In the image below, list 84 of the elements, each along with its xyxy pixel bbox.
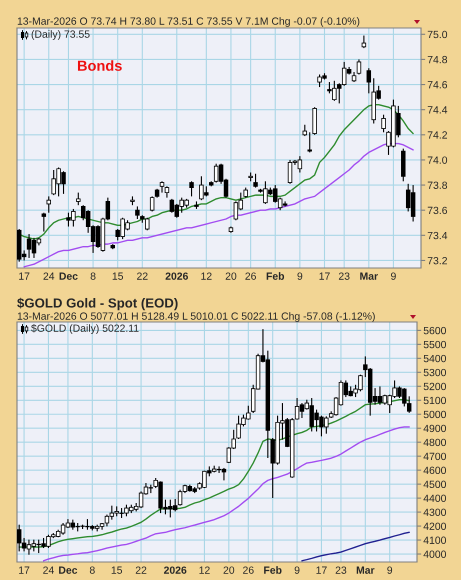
y-tick-label: 4200 [423,522,446,530]
x-tick-label: Dec [60,272,78,280]
y-tick-label: 74.0 [428,156,448,164]
y-tick-label: 73.4 [428,232,448,240]
candlestick [150,196,154,212]
y-tick-label: 75.0 [428,30,448,38]
x-tick-label: 9 [391,272,396,280]
candlestick [356,58,362,76]
candlestick [164,186,170,198]
x-tick-label: 9 [387,566,392,574]
y-tick-label: 4600 [423,466,446,474]
chart-subtitle: 13-Mar-2026 O 73.74 H 73.80 L 73.51 C 73.55 V 7.1M Chg -0.07 (-0.10%) [18,17,360,27]
y-tick-label: 74.2 [428,131,447,139]
y-tick-label: 5200 [424,382,446,390]
y-tick-label: 73.8 [428,182,448,189]
line-series [42,426,410,562]
candlestick [76,192,81,206]
x-tick-label: 17 [316,566,327,574]
x-tick-label: Dec [59,566,78,574]
y-tick-label: 5500 [424,340,446,348]
y-tick-label: 4400 [423,494,446,502]
chart-subtitle: 13-Mar-2026 O 5077.01 H 5128.49 L 5010.01 C 5022.11 Chg -57.08 (-1.12%) [18,312,375,322]
candlestick [253,173,258,188]
candlestick [42,212,46,232]
x-tick-label: 24 [43,566,54,574]
x-tick-label: 22 [137,272,148,280]
candlestick [381,114,386,133]
y-tick-label: 5100 [424,396,446,404]
x-tick-label: 12 [199,566,210,574]
x-tick-label: 17 [319,272,330,280]
x-tick-label: 23 [338,272,350,280]
y-tick-label: 4800 [423,438,446,446]
candlestick [243,187,248,198]
x-tick-label: 26 [245,272,256,280]
x-tick-label: Feb [266,272,284,280]
x-tick-label: 24 [43,272,54,280]
y-tick-label: 74.6 [428,81,448,88]
y-tick-label: 5300 [424,368,446,376]
x-tick-label: Mar [360,272,378,280]
candlestick [307,132,312,153]
annotation: Bonds [78,60,122,71]
candlestick [366,68,372,94]
x-tick-label: 2026 [166,272,188,280]
y-tick-label: 5600 [424,326,446,334]
candlestick [352,71,356,83]
x-tick-label: 12 [201,272,212,280]
x-tick-label: 17 [19,566,30,574]
y-tick-label: 5400 [424,354,446,362]
y-tick-label: 73.6 [428,206,448,214]
x-tick-label: 9 [294,566,300,574]
y-tick-label: 4500 [423,480,446,488]
y-tick-label: 4900 [423,424,446,432]
candlestick [189,180,194,197]
x-tick-label: 26 [243,566,254,574]
chart-title: $GOLD Gold - Spot (EOD) [17,298,178,310]
line-series [301,532,410,562]
x-tick-label: 23 [336,566,346,574]
y-tick-label: 73.2 [428,256,447,264]
x-tick-label: 15 [112,272,124,280]
x-tick-label: 22 [136,566,146,574]
candlestick [302,124,308,137]
x-tick-label: 15 [112,566,122,574]
candlestick [46,196,51,214]
annotation: $GOLD (Daily) 5022.11 [31,324,139,334]
y-tick-label: 4000 [423,550,446,558]
x-tick-label: 20 [226,272,236,280]
x-tick-label: Feb [264,566,282,574]
y-tick-label: 4100 [423,536,446,544]
annotation: (Daily) 73.55 [32,30,90,40]
y-tick-label: 74.8 [428,56,448,64]
candlestick [160,180,164,194]
x-tick-label: 8 [90,272,96,280]
candlestick [362,34,366,49]
x-tick-label: 9 [297,272,302,280]
x-tick-label: 8 [90,566,95,574]
x-tick-label: 17 [19,272,30,280]
y-tick-label: 5000 [424,410,446,418]
y-tick-label: 4700 [423,452,446,460]
y-tick-label: 4300 [423,508,446,516]
x-tick-label: 20 [224,566,234,574]
candlestick [135,206,140,220]
x-tick-label: 2026 [164,566,186,574]
y-tick-label: 74.4 [428,106,448,114]
x-tick-label: Mar [356,566,374,574]
